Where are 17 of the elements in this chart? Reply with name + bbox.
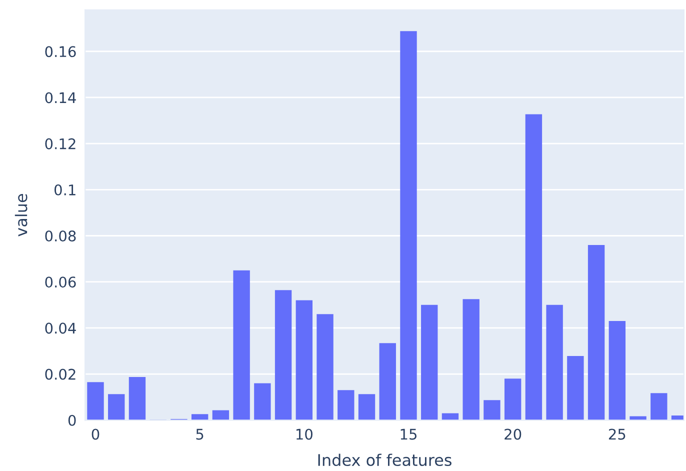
x-tick-label: 5	[196, 428, 204, 440]
y-tick-label: 0.16	[45, 46, 76, 58]
y-tick-label: 0.02	[45, 368, 76, 380]
y-tick-label: 0.06	[45, 276, 76, 288]
y-tick-label: 0.08	[45, 230, 76, 242]
x-axis-title: Index of features	[318, 454, 452, 466]
x-tick-label: 10	[296, 428, 312, 440]
y-tick-label: 0.14	[45, 92, 76, 104]
y-tick-label: 0.04	[45, 322, 76, 334]
x-tick-label: 20	[504, 428, 522, 440]
y-tick-label: 0.1	[54, 184, 76, 196]
x-tick-label: 15	[400, 428, 417, 440]
y-axis-title: value	[14, 194, 28, 236]
y-tick-label: 0	[68, 414, 76, 426]
x-tick-label: 25	[608, 428, 626, 440]
y-tick-label: 0.12	[45, 138, 76, 150]
x-tick-label: 0	[92, 428, 100, 440]
